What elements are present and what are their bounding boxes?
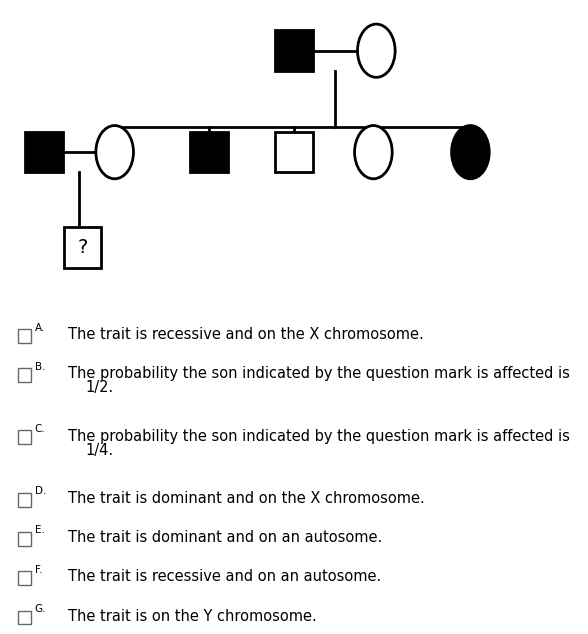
- Text: The probability the son indicated by the question mark is affected is: The probability the son indicated by the…: [68, 366, 570, 382]
- Bar: [18, 611, 31, 624]
- Ellipse shape: [96, 126, 133, 179]
- Text: A.: A.: [35, 323, 45, 332]
- Bar: [18, 329, 31, 343]
- Bar: [18, 532, 31, 546]
- Text: The trait is dominant and on the X chromosome.: The trait is dominant and on the X chrom…: [68, 491, 425, 506]
- Text: The trait is on the Y chromosome.: The trait is on the Y chromosome.: [68, 609, 316, 624]
- Ellipse shape: [355, 126, 392, 179]
- Text: ?: ?: [77, 238, 88, 257]
- Text: The trait is recessive and on the X chromosome.: The trait is recessive and on the X chro…: [68, 327, 423, 342]
- Bar: [18, 571, 31, 585]
- Bar: [64, 227, 101, 268]
- Bar: [25, 132, 63, 172]
- Ellipse shape: [452, 126, 489, 179]
- Bar: [18, 493, 31, 507]
- Text: F.: F.: [35, 565, 42, 575]
- Text: The trait is recessive and on an autosome.: The trait is recessive and on an autosom…: [68, 569, 381, 585]
- Text: C.: C.: [35, 424, 45, 434]
- Bar: [18, 368, 31, 382]
- Text: E.: E.: [35, 526, 45, 535]
- Text: D.: D.: [35, 486, 46, 496]
- Text: The probability the son indicated by the question mark is affected is: The probability the son indicated by the…: [68, 429, 570, 444]
- Ellipse shape: [358, 24, 395, 77]
- Bar: [18, 430, 31, 444]
- Text: B.: B.: [35, 362, 45, 372]
- Text: The trait is dominant and on an autosome.: The trait is dominant and on an autosome…: [68, 530, 382, 545]
- Text: 1/2.: 1/2.: [85, 380, 113, 396]
- Text: 1/4.: 1/4.: [85, 443, 113, 458]
- Bar: [190, 132, 228, 172]
- Bar: [275, 30, 313, 71]
- Text: G.: G.: [35, 604, 46, 614]
- Bar: [275, 132, 313, 172]
